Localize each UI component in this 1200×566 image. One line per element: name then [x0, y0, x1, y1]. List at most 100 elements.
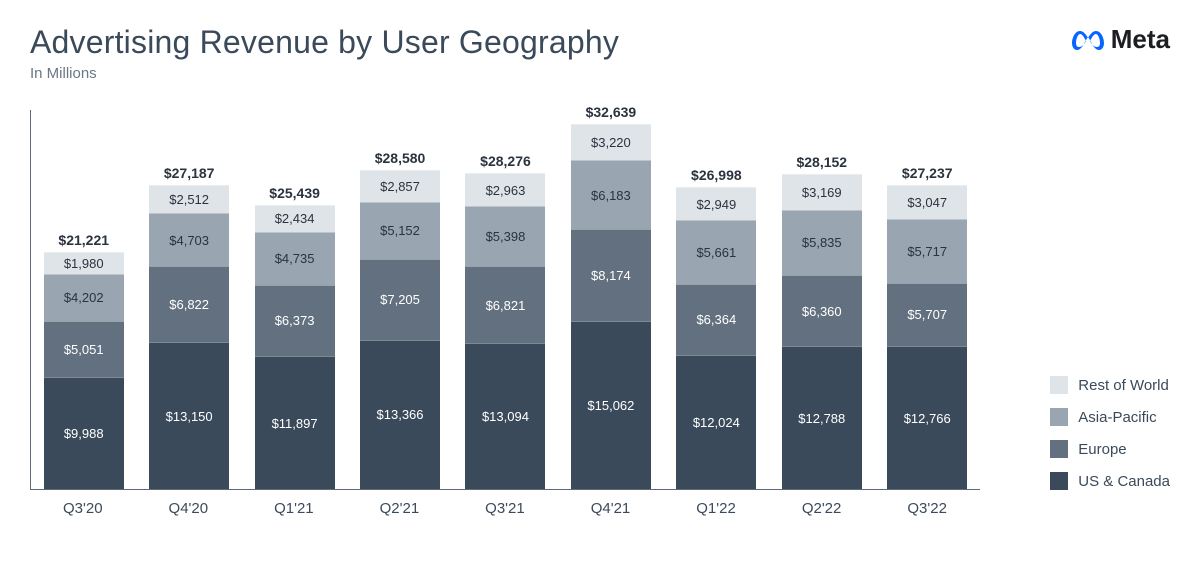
bar-segment-label: $5,707: [907, 307, 947, 322]
legend-item-asia_pacific: Asia-Pacific: [1050, 408, 1170, 426]
x-axis-label: Q2'21: [352, 490, 447, 526]
bar-segment-rest_world: $2,434: [255, 205, 335, 232]
bar-segment-asia_pacific: $4,703: [149, 213, 229, 266]
bar-segment-label: $6,822: [169, 297, 209, 312]
legend-swatch: [1050, 408, 1068, 426]
bar-segment-label: $7,205: [380, 292, 420, 307]
bar-stack: $13,150 $6,822 $4,703 $2,512: [149, 185, 229, 489]
legend-label: US & Canada: [1078, 473, 1170, 490]
bar-stack: $12,788 $6,360 $5,835 $3,169: [782, 174, 862, 489]
bar-segment-label: $2,434: [275, 211, 315, 226]
bar-column: $28,276$13,094$6,821$5,398$2,963: [458, 110, 553, 489]
bar-stack: $12,024$6,364$5,661$2,949: [676, 187, 756, 489]
x-axis-label: Q3'20: [35, 490, 130, 526]
bar-segment-label: $11,897: [272, 416, 318, 431]
bar-segment-label: $2,857: [380, 179, 420, 194]
bar-segment-label: $6,821: [486, 298, 526, 313]
bar-segment-label: $6,373: [275, 313, 315, 328]
bar-segment-label: $2,949: [696, 197, 736, 212]
brand-name: Meta: [1111, 24, 1170, 55]
bar-stack: $15,062 $8,174 $6,183 $3,220: [571, 124, 651, 489]
x-axis-label: Q4'20: [141, 490, 236, 526]
bar-segment-us_canada: $12,766: [887, 346, 967, 489]
bar-segment-asia_pacific: $4,735: [255, 232, 335, 285]
bar-segment-label: $5,717: [907, 244, 947, 259]
bar-segment-us_canada: $13,150: [149, 342, 229, 489]
bar-segment-asia_pacific: $5,717: [887, 219, 967, 283]
bar-segment-us_canada: $12,024: [676, 355, 756, 489]
bar-segment-rest_world: $3,169: [782, 174, 862, 209]
bar-segment-us_canada: $11,897: [255, 356, 335, 489]
bar-segment-label: $13,366: [377, 407, 424, 422]
chart-title: Advertising Revenue by User Geography: [30, 24, 619, 61]
bar-segment-rest_world: $3,047: [887, 185, 967, 219]
bar-column: $28,152$12,788$6,360$5,835$3,169: [774, 110, 869, 489]
bar-segment-rest_world: $2,949: [676, 187, 756, 220]
bar-column: $32,639$15,062$8,174$6,183$3,220: [563, 110, 658, 489]
bar-segment-label: $2,512: [169, 192, 209, 207]
x-axis-label: Q1'22: [669, 490, 764, 526]
bar-segment-europe: $5,707: [887, 283, 967, 347]
bar-segment-rest_world: $3,220: [571, 124, 651, 160]
page: Advertising Revenue by User Geography In…: [0, 0, 1200, 566]
chart: $21,221$9,988$5,051$4,202$1,980$27,187$1…: [30, 110, 980, 526]
bar-segment-europe: $6,822: [149, 266, 229, 342]
bar-segment-label: $4,202: [64, 290, 104, 305]
bar-segment-label: $4,703: [169, 233, 209, 248]
bar-segment-us_canada: $13,366: [360, 340, 440, 489]
bar-segment-asia_pacific: $5,152: [360, 202, 440, 260]
bar-segment-us_canada: $15,062: [571, 321, 651, 489]
bar-segment-europe: $6,821: [465, 266, 545, 342]
bar-segment-label: $6,364: [696, 312, 736, 327]
bar-stack: $12,766 $5,707 $5,717 $3,047: [887, 185, 967, 489]
chart-subtitle: In Millions: [30, 65, 619, 82]
x-axis: Q3'20Q4'20Q1'21Q2'21Q3'21Q4'21Q1'22Q2'22…: [30, 490, 980, 526]
bar-segment-rest_world: $1,980: [44, 252, 124, 274]
bar-segment-label: $8,174: [591, 268, 631, 283]
bar-segment-rest_world: $2,512: [149, 185, 229, 213]
bar-segment-europe: $6,373: [255, 285, 335, 356]
bar-segment-label: $15,062: [587, 398, 634, 413]
bar-total-label: $28,276: [480, 153, 531, 169]
bar-segment-europe: $8,174: [571, 229, 651, 320]
bar-segment-label: $13,150: [166, 409, 213, 424]
bar-segment-us_canada: $13,094: [465, 343, 545, 489]
bar-total-label: $27,187: [164, 165, 215, 181]
bar-segment-label: $5,835: [802, 235, 842, 250]
bar-segment-label: $9,988: [64, 426, 104, 441]
bar-column: $21,221$9,988$5,051$4,202$1,980: [36, 110, 131, 489]
bar-segment-europe: $5,051: [44, 321, 124, 377]
bar-segment-rest_world: $2,963: [465, 173, 545, 206]
bar-column: $27,187 $13,150 $6,822 $4,703 $2,512: [142, 110, 237, 489]
bar-segment-us_canada: $9,988: [44, 377, 124, 489]
x-axis-label: Q2'22: [774, 490, 869, 526]
legend-label: Europe: [1078, 441, 1126, 458]
bar-column: $28,580 $13,366 $7,205 $5,152 $2,857: [353, 110, 448, 489]
bar-segment-label: $3,169: [802, 185, 842, 200]
bar-segment-label: $4,735: [275, 251, 315, 266]
legend-swatch: [1050, 440, 1068, 458]
bar-total-label: $28,580: [375, 150, 426, 166]
bar-segment-rest_world: $2,857: [360, 170, 440, 202]
plot-area: $21,221$9,988$5,051$4,202$1,980$27,187$1…: [30, 110, 980, 490]
meta-logo-icon: [1071, 29, 1105, 51]
x-axis-label: Q1'21: [246, 490, 341, 526]
bar-stack: $13,366 $7,205 $5,152 $2,857: [360, 170, 440, 489]
legend: Rest of World Asia-Pacific Europe US & Cana…: [1050, 376, 1170, 490]
legend-item-europe: Europe: [1050, 440, 1170, 458]
bar-segment-label: $12,024: [693, 415, 740, 430]
bar-segment-label: $2,963: [486, 183, 526, 198]
bar-segment-europe: $6,364: [676, 284, 756, 355]
header: Advertising Revenue by User Geography In…: [30, 24, 1170, 82]
bar-column: $26,998$12,024$6,364$5,661$2,949: [669, 110, 764, 489]
legend-item-rest_world: Rest of World: [1050, 376, 1170, 394]
bar-segment-label: $6,183: [591, 188, 631, 203]
bar-column: $27,237$12,766$5,707$5,717$3,047: [880, 110, 975, 489]
bar-segment-label: $6,360: [802, 304, 842, 319]
bar-segment-label: $1,980: [64, 256, 104, 271]
bar-segment-label: $12,788: [798, 411, 845, 426]
bar-segment-asia_pacific: $4,202: [44, 274, 124, 321]
bars-row: $21,221$9,988$5,051$4,202$1,980$27,187$1…: [31, 110, 980, 489]
bar-segment-asia_pacific: $6,183: [571, 160, 651, 229]
x-axis-label: Q3'21: [457, 490, 552, 526]
